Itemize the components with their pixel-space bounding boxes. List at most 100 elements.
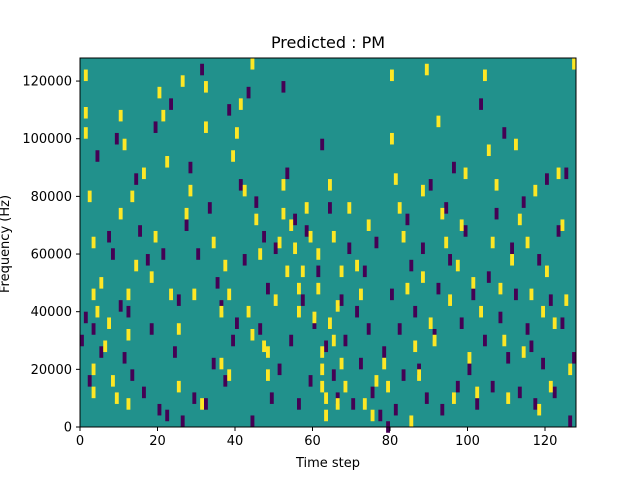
x-tick-label: 0 [76,434,84,449]
heatmap-cell-low [266,282,270,295]
heatmap-cell-high [331,334,336,347]
heatmap-cell-low [211,357,216,370]
heatmap-cell-high [304,202,309,214]
heatmap-cell-low [300,294,305,306]
plot-frame [79,57,577,428]
heatmap-cell-high [300,265,305,278]
heatmap-cell-low [87,375,92,387]
heatmap-cell-high [533,184,538,197]
heatmap-cell-high [564,294,569,306]
heatmap-cell-low [250,415,255,427]
heatmap-cell-high [142,167,146,180]
heatmap-cell-high [328,179,332,191]
heatmap-cell-low [122,352,127,364]
heatmap-cell-high [91,236,96,249]
heatmap-cell-high [339,265,344,278]
heatmap-cell-low [80,334,84,347]
heatmap-cell-high [424,63,429,76]
heatmap-cell-low [359,357,363,370]
heatmap-cell-low [285,167,290,180]
heatmap-cell-high [328,317,332,329]
heatmap-cell-low [502,127,507,139]
heatmap-cell-low [157,403,162,416]
heatmap-cell-low [347,242,352,255]
heatmap-cell-low [328,202,332,214]
heatmap-cell-low [343,334,348,347]
heatmap-cell-high [486,144,491,157]
heatmap-cell-low [324,340,328,353]
heatmap-cell-high [510,254,514,266]
heatmap-cell-high [118,109,123,122]
heatmap-cell-low [258,323,263,335]
heatmap-cell-low [362,265,367,278]
heatmap-cell-low [273,242,278,255]
heatmap-cell-high [572,58,576,70]
heatmap-cell-low [448,254,452,266]
heatmap-cell-low [548,294,553,306]
heatmap-cell-low [297,398,301,410]
heatmap-cell-high [417,369,421,381]
heatmap-cell-high [475,386,480,399]
heatmap-cell-low [506,352,511,364]
heatmap-cell-low [138,225,142,237]
heatmap-cell-high [277,236,282,249]
heatmap-cell-low [339,294,344,306]
heatmap-cell-high [405,282,410,295]
chart-title: Predicted : PM [271,33,385,52]
heatmap-cell-low [130,369,135,381]
heatmap-cell-high [397,202,402,214]
heatmap-cell-high [285,265,290,278]
heatmap-cell-low [95,150,100,162]
heatmap-cell-low [173,346,177,358]
heatmap-cell-high [176,380,181,393]
heatmap-cell-high [211,236,216,249]
heatmap-cell-low [467,363,472,376]
heatmap-cell-high [258,248,263,260]
heatmap-cell-low [572,352,576,364]
heatmap-cell-high [440,207,445,220]
x-tick-label: 120 [533,434,558,449]
heatmap-cell-high [99,277,104,289]
heatmap-cell-high [308,230,313,243]
heatmap-cell-low [545,173,549,185]
heatmap-cell-low [126,305,131,318]
heatmap-cell-low [393,403,398,416]
y-axis-label: Frequency (Hz) [0,195,13,293]
heatmap-cell-high [91,386,96,399]
heatmap-cell-low [238,179,243,191]
heatmap-cell-high [545,265,549,278]
heatmap-cell-high [83,69,88,82]
heatmap-cell-high [386,380,390,393]
heatmap-cell-low [428,179,433,191]
heatmap-cell-low [517,386,522,399]
heatmap-cell-low [111,248,115,260]
heatmap-cell-low [235,317,239,329]
heatmap-cell-high [83,107,88,119]
heatmap-cell-low [277,363,282,376]
heatmap-cell-high [556,167,561,180]
heatmap-cell-high [281,179,286,191]
heatmap-cell-low [320,138,325,151]
heatmap-cell-high [219,305,224,318]
heatmap-cell-high [316,282,321,295]
y-tick-label: 0 [64,421,72,436]
heatmap-cell-low [200,63,204,76]
heatmap-cell-high [560,219,565,231]
heatmap-cell-high [223,259,228,272]
heatmap-cell-low [459,317,464,329]
heatmap-cell-low [397,323,402,335]
heatmap-cell-high [320,380,325,393]
heatmap-cell-high [126,328,131,341]
y-tick-label: 120000 [22,75,72,90]
heatmap-cell-low [463,225,468,237]
heatmap-cell-low [455,380,460,393]
heatmap-cell-low [436,282,441,295]
heatmap-cell-low [91,323,96,335]
heatmap-cell-low [475,398,480,410]
heatmap-cell-high [91,363,96,376]
heatmap-cell-high [184,207,189,220]
heatmap-cell-low [176,294,181,306]
heatmap-cell-high [219,357,224,370]
heatmap-cell-low [564,167,569,180]
heatmap-cell-high [266,369,270,381]
